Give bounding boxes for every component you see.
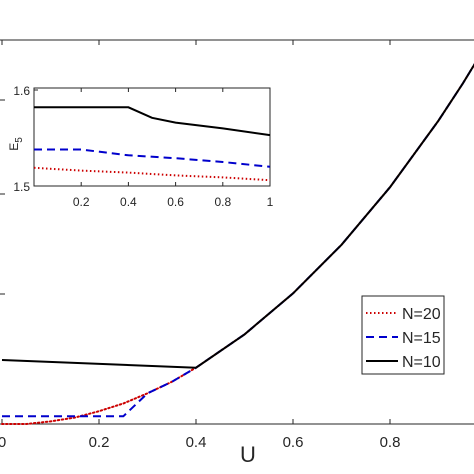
inset-series-line-n-20: [33, 166, 271, 182]
main-axes: [0, 39, 474, 425]
legend: N=20 N=15 N=10: [361, 295, 445, 375]
main-x-tick-label: 0.2: [89, 434, 110, 451]
main-x-tick-label: 0: [0, 434, 6, 451]
inset-series-line-n-15: [34, 148, 271, 168]
main-y-ticks: [0, 99, 5, 295]
main-x-tick-label: 0.4: [186, 434, 207, 451]
inset-y-tick-label: 1.5: [13, 180, 30, 194]
inset-x-tick-label: 0.6: [167, 195, 184, 209]
main-x-axis-label: U: [240, 442, 256, 467]
inset-y-tick-label: 1.6: [13, 84, 30, 98]
inset-x-ticks: 0.2 0.4 0.6 0.8 1: [73, 88, 274, 209]
inset-chart: 0.2 0.4 0.6 0.8 1 1.5 1.6 E5: [7, 84, 274, 209]
inset-x-tick-label: 0.8: [214, 195, 231, 209]
inset-x-tick-label: 0.2: [73, 195, 90, 209]
legend-label: N=10: [402, 354, 441, 371]
inset-x-tick-label: 1: [267, 195, 274, 209]
inset-y-axis-label: E5: [7, 137, 25, 151]
main-x-tick-label: 0.6: [283, 434, 304, 451]
legend-label: N=15: [402, 330, 441, 347]
inset-x-tick-label: 0.4: [120, 195, 137, 209]
inset-series: [33, 106, 271, 182]
legend-label: N=20: [402, 306, 441, 323]
main-x-tick-label: 0.8: [380, 434, 401, 451]
inset-frame: [33, 87, 271, 187]
inset-series-line-n-10: [34, 106, 271, 137]
inset-y-ticks: 1.5 1.6: [13, 84, 38, 194]
series-line-n-10: [1, 63, 474, 369]
main-x-ticks: 0 0.2 0.4 0.6 0.8: [0, 40, 400, 451]
main-series: [1, 63, 474, 425]
